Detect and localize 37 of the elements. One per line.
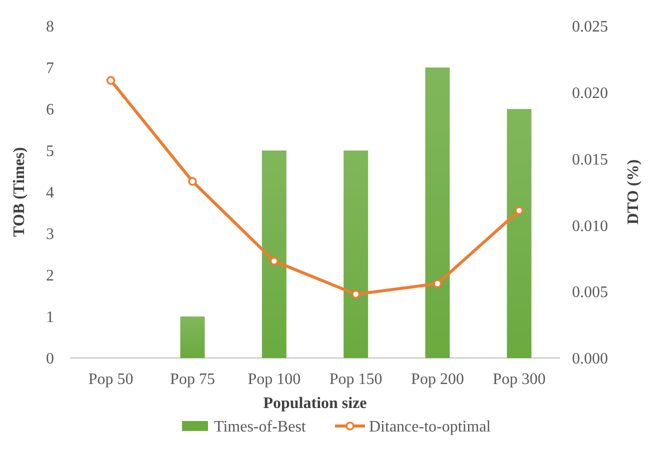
y-tick-label: 5 xyxy=(46,143,54,160)
legend-label: Times-of-Best xyxy=(214,418,306,436)
y-tick-label: 6 xyxy=(46,102,54,119)
y2-tick-label: 0.015 xyxy=(572,151,608,168)
y-tick-label: 4 xyxy=(46,184,54,202)
x-tick-label: Pop 50 xyxy=(88,371,134,388)
y-tick-label: 7 xyxy=(46,60,54,78)
y2-tick-label: 0.020 xyxy=(572,85,608,102)
y-tick-label: 1 xyxy=(46,309,54,326)
point xyxy=(514,206,524,215)
y2-tick-label: 0.025 xyxy=(572,18,608,36)
point xyxy=(270,256,279,266)
bar xyxy=(506,109,532,358)
y-tick-label: 0 xyxy=(46,350,54,368)
x-tick-label: Pop 300 xyxy=(492,371,546,388)
x-tick-label: Pop 100 xyxy=(248,371,301,388)
y-tick-label: 8 xyxy=(46,18,54,36)
x-tick-label: Pop 200 xyxy=(411,371,464,388)
x-tick-label: Pop 150 xyxy=(329,371,382,388)
point xyxy=(351,290,360,299)
bar xyxy=(180,316,205,358)
y2-tick-label: 0.010 xyxy=(572,218,608,235)
x-axis-title: Population size xyxy=(263,395,367,412)
y-tick-label: 2 xyxy=(46,268,54,285)
legend-label: Ditance-to-optimal xyxy=(369,418,492,436)
bar xyxy=(425,68,450,358)
y2-tick-label: 0.000 xyxy=(572,350,608,368)
y-axis-title: TOB (Times) xyxy=(11,147,28,237)
point xyxy=(188,176,197,186)
y2-axis-title: DTO (%) xyxy=(625,159,642,225)
point xyxy=(433,279,442,288)
bar xyxy=(262,150,286,358)
x-tick-label: Pop 75 xyxy=(170,371,215,388)
bar xyxy=(344,150,368,358)
y2-tick-label: 0.005 xyxy=(572,284,608,302)
point xyxy=(106,76,116,85)
y-tick-label: 3 xyxy=(46,226,54,244)
